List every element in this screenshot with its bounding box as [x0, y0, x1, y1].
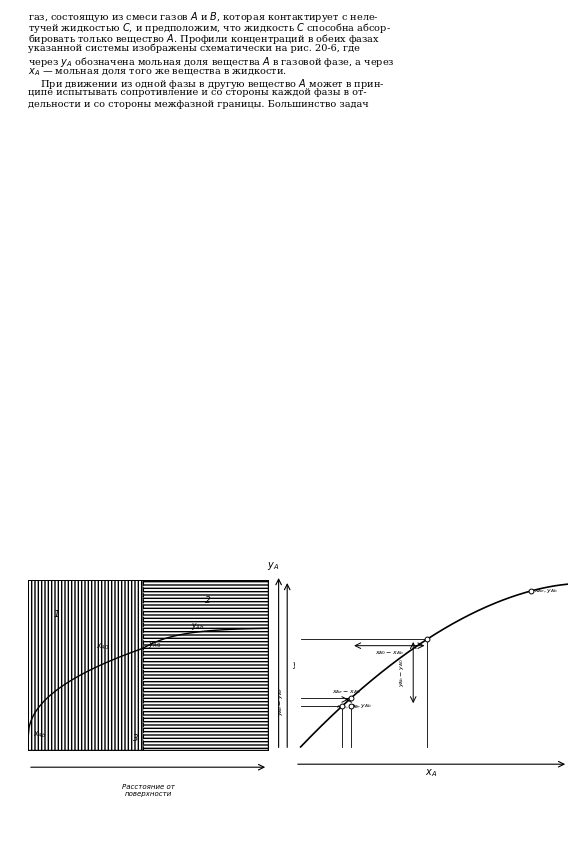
Text: При движении из одной фазы в другую вещество $A$ может в прин-: При движении из одной фазы в другую веще… — [28, 77, 384, 91]
Text: $x_{Ae},y_{Ab}$: $x_{Ae},y_{Ab}$ — [534, 587, 559, 595]
Text: $x_{A0}-x_{Ab}$: $x_{A0}-x_{Ab}$ — [375, 649, 404, 657]
Polygon shape — [143, 580, 268, 750]
Text: дельности и со стороны межфазной границы. Большинство задач: дельности и со стороны межфазной границы… — [28, 100, 369, 108]
Text: $y_{A0}$: $y_{A0}$ — [148, 639, 162, 650]
Text: $y_{Ab}$: $y_{Ab}$ — [191, 621, 205, 631]
Text: 2: 2 — [205, 596, 211, 605]
Text: $y_A$: $y_A$ — [267, 560, 279, 571]
Text: $x_A$ — мольная доля того же вещества в жидкости.: $x_A$ — мольная доля того же вещества в … — [28, 66, 287, 78]
Text: тучей жидкостью $C$, и предположим, что жидкость $C$ способна абсор-: тучей жидкостью $C$, и предположим, что … — [28, 21, 391, 36]
Text: 1: 1 — [54, 610, 59, 619]
Text: $y_{Ab}-y_{Ae}$: $y_{Ab}-y_{Ae}$ — [277, 688, 285, 716]
Text: $x_{Ab}$: $x_{Ab}$ — [33, 729, 46, 740]
Text: указанной системы изображены схематически на рис. 20-6, где: указанной системы изображены схематическ… — [28, 43, 360, 53]
Text: $x_{Ae},y_{Ab}$: $x_{Ae},y_{Ab}$ — [348, 702, 372, 710]
Text: $x_{Ae}-x_{Ab}$: $x_{Ae}-x_{Ab}$ — [332, 688, 361, 696]
Text: $y_A$: $y_A$ — [292, 660, 303, 671]
Text: $x_{A0}$: $x_{A0}$ — [96, 641, 110, 652]
Text: через $y_A$ обозначена мольная доля вещества $A$ в газовой фазе, а через: через $y_A$ обозначена мольная доля веще… — [28, 55, 395, 68]
Text: ципе испытывать сопротивление и со стороны каждой фазы в от-: ципе испытывать сопротивление и со сторо… — [28, 88, 366, 97]
Text: газ, состоящую из смеси газов $A$ и $B$, которая контактирует с неле-: газ, состоящую из смеси газов $A$ и $B$,… — [28, 10, 379, 24]
Text: $y_{Ab}-y_{A0}$: $y_{Ab}-y_{A0}$ — [398, 658, 406, 687]
Text: 3: 3 — [133, 734, 138, 743]
Text: Расстояние от
поверхности: Расстояние от поверхности — [122, 784, 174, 797]
Text: $x_A$: $x_A$ — [425, 767, 437, 779]
Polygon shape — [28, 580, 143, 750]
Text: $x_{Ab},y_{Ae}$: $x_{Ab},y_{Ae}$ — [336, 703, 361, 711]
Text: бировать только вещество $A$. Профили концентраций в обеих фазах: бировать только вещество $A$. Профили ко… — [28, 32, 380, 47]
